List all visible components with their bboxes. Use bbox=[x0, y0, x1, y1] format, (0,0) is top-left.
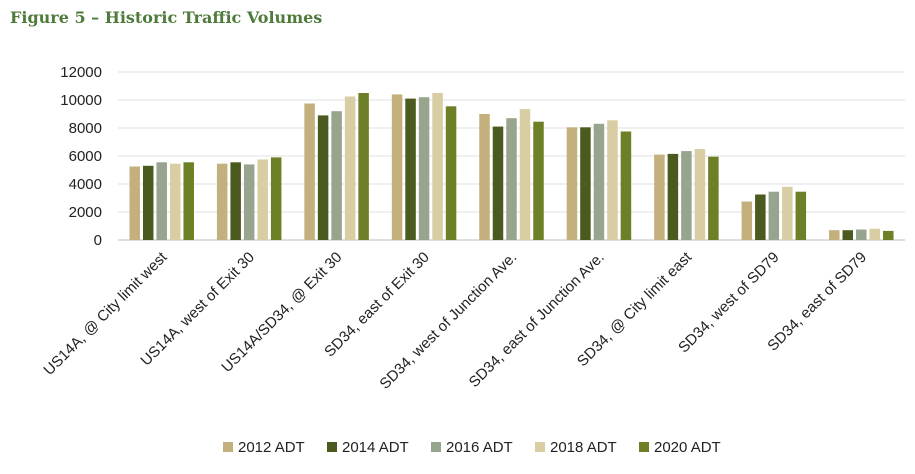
bar bbox=[741, 201, 753, 240]
bar bbox=[654, 154, 665, 240]
bar bbox=[304, 103, 315, 240]
bar bbox=[533, 121, 544, 240]
legend-swatch bbox=[639, 442, 649, 452]
bar bbox=[869, 228, 881, 240]
bar bbox=[317, 115, 329, 240]
legend-label: 2016 ADT bbox=[446, 439, 513, 456]
bar bbox=[479, 114, 490, 240]
legend-item[interactable]: 2020 ADT bbox=[639, 439, 721, 456]
bar bbox=[506, 118, 517, 240]
bar bbox=[230, 162, 241, 240]
y-tick-label: 12000 bbox=[60, 64, 102, 81]
figure-title: Figure 5 – Historic Traffic Volumes bbox=[10, 8, 323, 27]
legend-item[interactable]: 2016 ADT bbox=[431, 439, 513, 456]
bar bbox=[782, 186, 793, 240]
x-category-label: SD34, east of SD79 bbox=[764, 249, 870, 355]
bar bbox=[391, 94, 403, 241]
legend-label: 2012 ADT bbox=[238, 439, 305, 456]
bar bbox=[358, 93, 369, 240]
bar bbox=[344, 96, 356, 240]
y-tick-label: 2000 bbox=[69, 204, 102, 221]
bar bbox=[257, 159, 268, 240]
bar bbox=[243, 164, 255, 240]
bar bbox=[405, 98, 416, 240]
bar bbox=[169, 163, 181, 240]
bar bbox=[270, 157, 282, 240]
bar bbox=[142, 165, 154, 240]
legend-label: 2014 ADT bbox=[342, 439, 409, 456]
bar bbox=[331, 111, 342, 240]
bar bbox=[492, 126, 504, 240]
y-tick-label: 8000 bbox=[69, 120, 102, 137]
legend-swatch bbox=[327, 442, 337, 452]
legend-swatch bbox=[431, 442, 441, 452]
bar bbox=[183, 162, 194, 240]
legend-swatch bbox=[535, 442, 545, 452]
bar bbox=[842, 230, 854, 240]
bar bbox=[883, 230, 894, 240]
bar bbox=[755, 194, 766, 240]
legend-item[interactable]: 2018 ADT bbox=[535, 439, 617, 456]
bar bbox=[694, 149, 706, 240]
bar bbox=[566, 127, 578, 240]
y-tick-label: 4000 bbox=[69, 176, 102, 193]
bar bbox=[856, 229, 867, 240]
bars bbox=[129, 93, 894, 241]
legend[interactable]: 2012 ADT 2014 ADT 2016 ADT 2018 ADT 2020 ADT bbox=[223, 439, 721, 456]
bar bbox=[216, 163, 228, 240]
bar bbox=[519, 109, 531, 240]
bar bbox=[607, 120, 618, 240]
y-axis: 0 2000 4000 6000 8000 10000 12000 bbox=[60, 64, 102, 249]
y-tick-label: 10000 bbox=[60, 92, 102, 109]
bar bbox=[156, 162, 167, 240]
bar bbox=[708, 156, 719, 240]
legend-label: 2018 ADT bbox=[550, 439, 617, 456]
legend-item[interactable]: 2014 ADT bbox=[327, 439, 409, 456]
bar bbox=[445, 106, 457, 240]
bar bbox=[432, 93, 443, 240]
bar bbox=[418, 97, 430, 240]
legend-swatch bbox=[223, 442, 233, 452]
bar bbox=[795, 191, 807, 240]
bar bbox=[129, 166, 140, 240]
legend-item[interactable]: 2012 ADT bbox=[223, 439, 305, 456]
bar bbox=[580, 127, 591, 240]
y-tick-label: 0 bbox=[94, 232, 102, 249]
bar bbox=[681, 151, 692, 240]
legend-label: 2020 ADT bbox=[654, 439, 721, 456]
bar bbox=[593, 123, 605, 240]
bar bbox=[768, 191, 780, 240]
y-tick-label: 6000 bbox=[69, 148, 102, 165]
bar bbox=[667, 153, 679, 240]
bar bbox=[620, 131, 632, 240]
bar bbox=[829, 230, 840, 240]
